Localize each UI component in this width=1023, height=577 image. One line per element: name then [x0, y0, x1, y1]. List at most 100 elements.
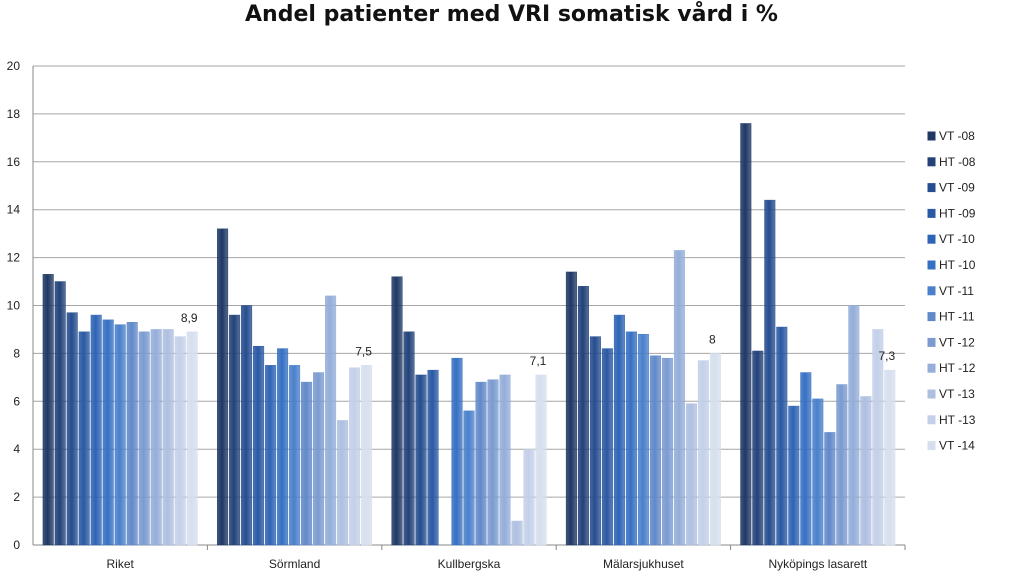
bar	[138, 331, 150, 546]
data-label: 7,5	[355, 344, 372, 358]
bar	[487, 379, 499, 546]
bar	[613, 314, 625, 546]
bar	[884, 369, 896, 546]
bar	[90, 314, 102, 546]
data-labels: 8,9 7,5 7,1 8 7,3	[181, 311, 896, 368]
chart-title: Andel patienter med VRI somatisk vård i …	[245, 2, 778, 27]
bar	[265, 365, 277, 546]
legend-swatch	[927, 363, 936, 373]
bar	[740, 123, 752, 546]
bar	[277, 348, 289, 546]
bar	[229, 314, 241, 546]
bar	[78, 331, 90, 546]
bar	[812, 398, 824, 546]
legend-swatch	[927, 441, 936, 451]
legend-swatch	[927, 131, 936, 141]
bar	[253, 345, 265, 546]
y-tick-label: 18	[7, 107, 21, 121]
legend-swatch	[927, 183, 936, 193]
x-category-label: Riket	[107, 557, 135, 571]
legend-label: VT -12	[939, 335, 975, 349]
bar	[649, 355, 661, 546]
y-tick-label: 12	[7, 251, 21, 265]
legend-label: HT -13	[939, 413, 976, 427]
bar	[361, 365, 373, 546]
bar	[776, 326, 788, 546]
bar	[764, 199, 776, 546]
legend-label: VT -09	[939, 181, 975, 195]
legend-swatch	[927, 208, 936, 218]
bar	[709, 353, 721, 546]
legend-swatch	[927, 389, 936, 399]
bar	[475, 381, 487, 546]
y-tick-label: 10	[7, 299, 21, 313]
y-tick-label: 2	[13, 490, 20, 504]
bar	[162, 329, 174, 546]
data-label: 7,1	[530, 354, 547, 368]
bar	[337, 420, 349, 546]
bar	[313, 372, 325, 546]
bar	[637, 333, 649, 546]
bar	[872, 329, 884, 546]
y-tick-label: 0	[13, 538, 20, 552]
legend-label: HT -11	[939, 310, 975, 324]
bar	[174, 336, 186, 546]
x-category-label: Nyköpings lasarett	[768, 557, 867, 571]
legend-swatch	[927, 312, 936, 322]
bar	[126, 322, 138, 546]
bar	[673, 250, 685, 546]
data-label: 8,9	[181, 311, 198, 325]
bar	[241, 305, 253, 546]
bar	[54, 281, 66, 546]
y-tick-label: 14	[7, 203, 21, 217]
bar	[102, 319, 114, 546]
bar	[577, 286, 589, 546]
bar	[325, 295, 337, 546]
legend-label: HT -10	[939, 258, 976, 272]
bar	[391, 276, 403, 546]
legend-label: VT -13	[939, 387, 975, 401]
bar	[697, 360, 709, 546]
legend-label: VT -14	[939, 439, 975, 453]
bar	[463, 410, 475, 546]
legend-label: VT -11	[939, 284, 974, 298]
bar	[217, 228, 229, 546]
bar	[788, 405, 800, 546]
bar	[289, 365, 301, 546]
bar	[752, 350, 764, 546]
axes: 0 2 4 6 8 10 12 14 16 18 20 Riket Sörmland Kullbergsk…	[7, 59, 906, 571]
legend-swatch	[927, 337, 936, 347]
legend-label: VT -08	[939, 129, 975, 143]
bar	[301, 381, 313, 546]
bar	[42, 274, 54, 546]
bar	[415, 374, 427, 546]
bar	[114, 324, 126, 546]
bar	[349, 367, 361, 546]
legend-swatch	[927, 415, 936, 425]
y-tick-label: 20	[7, 59, 21, 73]
y-tick-label: 6	[13, 394, 20, 408]
bar	[800, 372, 812, 546]
bars	[42, 123, 896, 546]
bar	[403, 331, 415, 546]
bar	[427, 369, 439, 546]
bar	[499, 374, 511, 546]
x-category-label: Mälarsjukhuset	[603, 557, 684, 571]
bar	[535, 374, 547, 546]
bar	[589, 336, 601, 546]
bar	[451, 357, 463, 546]
legend: VT -08 HT -08 VT -09 HT -09 VT -10 HT -10 VT -…	[927, 129, 976, 453]
bar	[685, 403, 697, 546]
legend-swatch	[927, 260, 936, 270]
x-category-label: Sörmland	[269, 557, 320, 571]
bar	[848, 305, 860, 546]
y-tick-label: 16	[7, 155, 21, 169]
legend-label: VT -10	[939, 232, 975, 246]
legend-label: HT -08	[939, 155, 976, 169]
bar	[836, 384, 848, 546]
y-tick-label: 4	[13, 442, 20, 456]
bar	[661, 357, 673, 546]
legend-label: HT -12	[939, 361, 976, 375]
data-label: 8	[709, 332, 716, 346]
